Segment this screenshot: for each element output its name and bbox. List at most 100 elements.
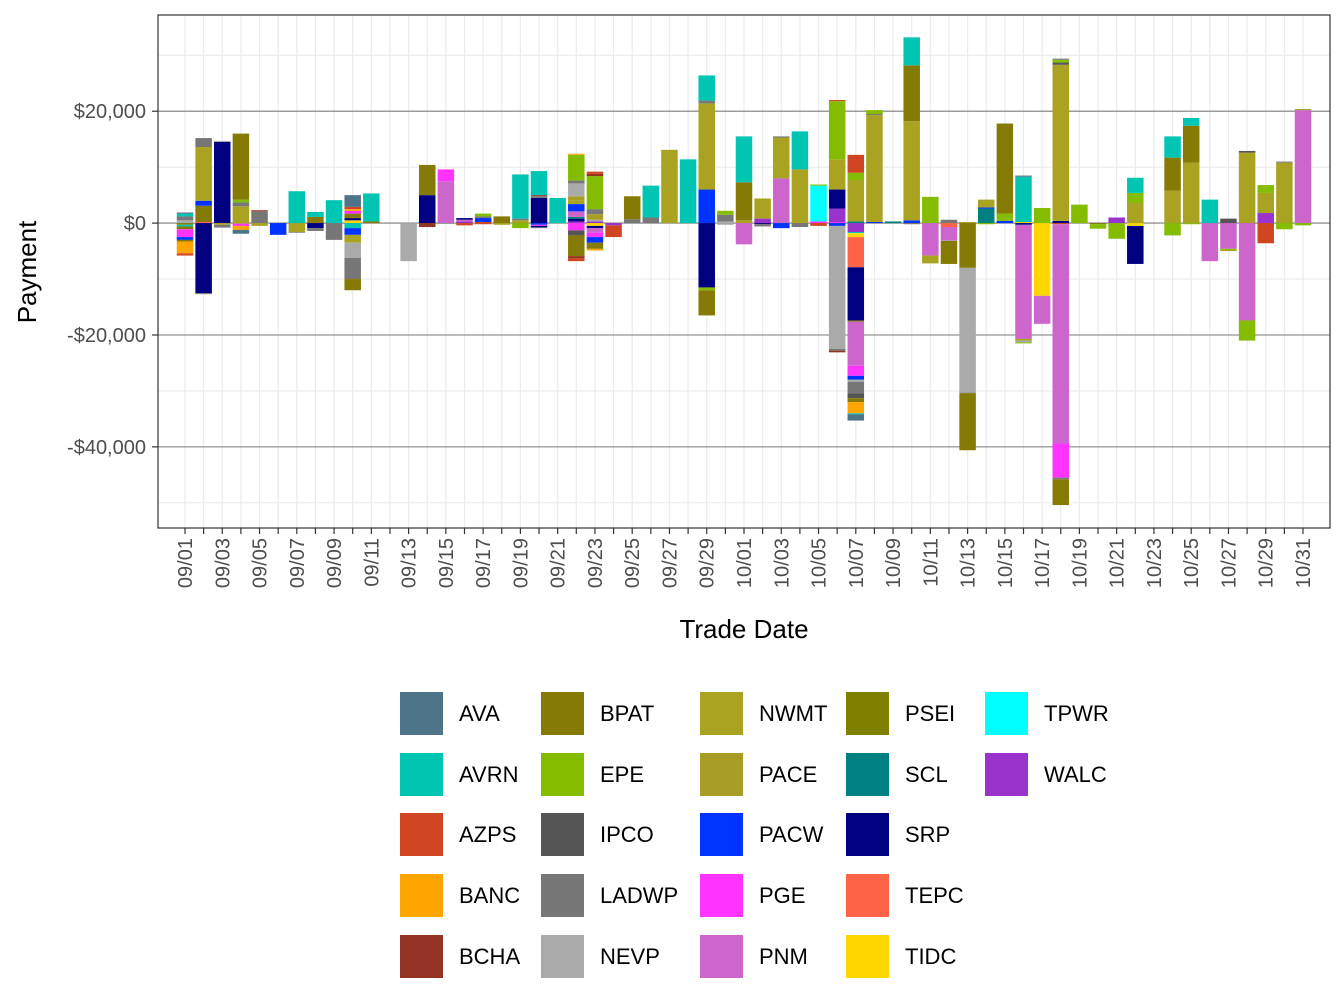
x-tick-label: 09/27 bbox=[659, 538, 681, 588]
bar-segment-nwmt bbox=[922, 255, 939, 264]
bar-segment-scl bbox=[568, 216, 585, 219]
legend-swatch bbox=[541, 935, 584, 978]
bar-segment-nwmt bbox=[1164, 190, 1181, 224]
bar-segment-ladwp bbox=[586, 209, 604, 215]
y-tick-label: $0 bbox=[124, 213, 146, 235]
bar-segment-nwmt bbox=[232, 223, 250, 224]
bar-segment-pacw bbox=[977, 207, 995, 209]
bar-segment-pnm bbox=[1238, 223, 1256, 321]
bar-segment-nwmt bbox=[1052, 64, 1070, 221]
bar-segment-scl bbox=[884, 221, 902, 224]
bar-segment-epe bbox=[698, 287, 715, 291]
bar-segment-srp bbox=[586, 225, 604, 229]
legend-item-pacw: PACW bbox=[700, 813, 823, 856]
bar-segment-srp bbox=[1015, 223, 1032, 225]
bar-segment-nwmt bbox=[1182, 162, 1200, 224]
bar-segment-pge bbox=[847, 365, 865, 376]
bar-segment-azps bbox=[828, 100, 846, 102]
bar-segment-epe bbox=[474, 213, 492, 217]
legend-item-ladwp: LADWP bbox=[541, 874, 678, 917]
bar-segment-bpat bbox=[344, 213, 361, 219]
x-tick-label: 09/19 bbox=[510, 538, 532, 588]
bar-segment-nwmt bbox=[828, 159, 846, 190]
bar-segment-ava bbox=[176, 212, 194, 214]
bar-segment-walc bbox=[456, 221, 473, 224]
bar-segment-avrn bbox=[176, 213, 194, 217]
bar-segment-srp bbox=[568, 218, 585, 222]
legend-swatch bbox=[985, 753, 1028, 796]
bar-segment-pge bbox=[344, 210, 361, 214]
bar-segment-bpat bbox=[847, 320, 865, 322]
bar-segment-srp bbox=[847, 267, 865, 321]
bar-segment-azps bbox=[176, 253, 194, 256]
legend-swatch bbox=[400, 753, 443, 796]
legend-item-tpwr: TPWR bbox=[985, 692, 1109, 735]
x-tick-label: 09/21 bbox=[548, 538, 570, 588]
bar-segment-epe bbox=[1164, 223, 1181, 236]
bar-segment-bpat bbox=[363, 221, 380, 224]
bar-segment-ladwp bbox=[1052, 58, 1070, 60]
bar-segment-ladwp bbox=[251, 211, 268, 224]
x-tick-label: 10/09 bbox=[883, 538, 905, 588]
bar-segment-nevp bbox=[847, 379, 865, 382]
legend-item-tepc: TEPC bbox=[846, 874, 964, 917]
bar-segment-nevp bbox=[214, 140, 231, 142]
legend-label: SCL bbox=[905, 761, 948, 787]
legend-swatch bbox=[846, 935, 889, 978]
legend-label: TPWR bbox=[1044, 700, 1109, 726]
x-tick-label: 10/29 bbox=[1256, 538, 1278, 588]
bar-segment-nwmt bbox=[344, 234, 361, 243]
bar-segment-epe bbox=[866, 110, 883, 115]
bar-segment-azps bbox=[1052, 223, 1070, 225]
legend-item-psei: PSEI bbox=[846, 692, 955, 735]
legend-label: BANC bbox=[459, 882, 521, 908]
bar-segment-ava bbox=[344, 195, 361, 207]
bar-segment-avrn bbox=[1164, 136, 1181, 158]
bar-segment-srp bbox=[1052, 220, 1070, 224]
bar-segment-epe bbox=[847, 172, 865, 181]
x-tick-label: 09/07 bbox=[287, 538, 309, 588]
legend-item-epe: EPE bbox=[541, 753, 644, 796]
bar-segment-tidc bbox=[586, 223, 604, 226]
bar-segment-ladwp bbox=[828, 348, 846, 351]
bar-segment-walc bbox=[828, 208, 846, 222]
bar-segment-pacw bbox=[530, 223, 548, 225]
legend-item-pnm: PNM bbox=[700, 935, 808, 978]
x-tick-label: 09/17 bbox=[473, 538, 495, 588]
bar-segment-ipco bbox=[288, 232, 306, 233]
bar-segment-bpat bbox=[735, 182, 753, 221]
x-tick-label: 10/17 bbox=[1032, 538, 1054, 588]
legend-label: AZPS bbox=[459, 821, 517, 847]
bar-segment-pacw bbox=[903, 220, 920, 224]
bar-segment-nwmt bbox=[493, 223, 511, 225]
bar-segment-avrn bbox=[847, 413, 865, 415]
legend-label: WALC bbox=[1044, 761, 1107, 787]
bar-segment-epe bbox=[512, 223, 529, 229]
bar-segment-bcha bbox=[530, 195, 548, 197]
bar-segment-pnm bbox=[773, 178, 790, 224]
bar-segment-pnm bbox=[1201, 223, 1219, 262]
legend-swatch bbox=[400, 813, 443, 856]
bar-segment-bpat bbox=[232, 133, 250, 200]
bar-segment-walc bbox=[568, 221, 585, 224]
bar-segment-nwmt bbox=[735, 220, 753, 224]
bar-segment-srp bbox=[456, 218, 473, 220]
bar-segment-pacw bbox=[195, 200, 212, 206]
plot-svg: $20,000 $0 -$20,000 -$40,000 09/01 09/03 09/05… bbox=[12, 14, 1331, 644]
bar-segment-nwmt bbox=[1220, 249, 1237, 252]
legend-swatch bbox=[700, 874, 743, 917]
bar-segment-azps bbox=[474, 223, 492, 225]
bar-segment-nevp bbox=[344, 242, 361, 258]
bar-segment-avrn bbox=[1015, 176, 1032, 222]
legend-swatch bbox=[541, 874, 584, 917]
bar-segment-pge bbox=[530, 224, 548, 226]
bar-segment-srp bbox=[530, 197, 548, 224]
bar-segment-epe bbox=[810, 184, 827, 186]
bar-segment-walc bbox=[1257, 213, 1274, 224]
bar-segment-srp bbox=[195, 223, 212, 294]
bar-segment-avrn bbox=[363, 193, 380, 222]
bar-segment-ladwp bbox=[1052, 477, 1070, 480]
bar-segment-nevp bbox=[717, 223, 734, 225]
legend-item-bpat: BPAT bbox=[541, 692, 654, 735]
bar-segment-ipco bbox=[1220, 218, 1237, 224]
